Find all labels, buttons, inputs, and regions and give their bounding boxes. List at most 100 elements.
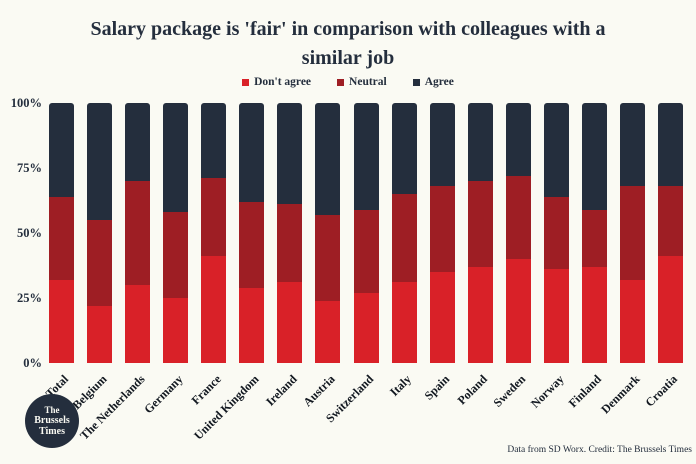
- y-axis: 100% 75% 50% 25% 0%: [0, 96, 42, 370]
- bar-segment-agree-croatia: [658, 103, 683, 187]
- neutral-swatch-icon: [337, 78, 345, 86]
- bar-segment-neutral-poland: [467, 181, 493, 267]
- bar-segment-neutral-italy: [391, 194, 417, 283]
- bar-segment-neutral-the-netherlands: [125, 181, 151, 285]
- bar-segment-agree-germany: [163, 103, 189, 213]
- legend-item-dont-agree: Don't agree: [242, 76, 311, 88]
- logo-text: Brussels: [34, 415, 70, 426]
- bar-segment-don-t-agree-united-kingdom: [239, 287, 265, 363]
- bar-segment-don-t-agree-norway: [543, 269, 569, 363]
- x-axis-label-germany: Germany: [141, 372, 186, 417]
- bar-sweden: Sweden: [490, 103, 531, 410]
- bar-segment-agree-austria: [315, 103, 341, 215]
- bar-segment-agree-poland: [467, 103, 493, 182]
- bar-segment-don-t-agree-belgium: [87, 305, 113, 363]
- bar-germany: Germany: [141, 103, 189, 416]
- bar-segment-neutral-united-kingdom: [239, 201, 265, 288]
- x-axis-label-france: France: [188, 372, 224, 408]
- bar-segment-neutral-france: [201, 178, 227, 257]
- plot-area: Total Belgium The Netherlands Germany France…: [43, 103, 683, 442]
- bar-segment-don-t-agree-spain: [429, 272, 455, 363]
- brussels-times-logo: The Brussels Times: [25, 394, 79, 448]
- y-tick-75: 75%: [17, 161, 42, 175]
- bar-segment-don-t-agree-total: [49, 279, 74, 363]
- bar-segment-neutral-ireland: [277, 204, 303, 283]
- x-axis-label-poland: Poland: [454, 372, 491, 408]
- bar-segment-don-t-agree-ireland: [277, 282, 303, 363]
- bar-segment-don-t-agree-finland: [581, 266, 607, 363]
- y-tick-100: 100%: [10, 96, 42, 110]
- legend-label: Neutral: [349, 76, 387, 88]
- bar-segment-don-t-agree-germany: [163, 298, 189, 363]
- bar-ireland: Ireland: [263, 103, 303, 409]
- y-tick-0: 0%: [23, 356, 42, 370]
- bar-segment-neutral-germany: [163, 212, 189, 298]
- bar-segment-agree-italy: [391, 103, 417, 195]
- bar-segment-neutral-sweden: [505, 175, 531, 259]
- bar-segment-neutral-croatia: [658, 186, 683, 257]
- bar-the-netherlands: The Netherlands: [77, 103, 151, 442]
- y-tick-50: 50%: [17, 226, 42, 240]
- bar-poland: Poland: [455, 103, 493, 407]
- bar-segment-neutral-finland: [581, 209, 607, 267]
- bar-croatia: Croatia: [643, 103, 683, 410]
- bar-segment-agree-switzerland: [353, 103, 379, 210]
- bar-segment-agree-denmark: [619, 103, 645, 187]
- bar-segment-neutral-switzerland: [353, 209, 379, 293]
- bar-france: France: [188, 103, 227, 407]
- x-axis-label-croatia: Croatia: [642, 372, 681, 410]
- bar-austria: Austria: [301, 103, 341, 409]
- bar-segment-don-t-agree-austria: [315, 300, 341, 363]
- legend: Don't agree Neutral Agree: [0, 76, 696, 88]
- bar-segment-don-t-agree-the-netherlands: [125, 285, 151, 363]
- bar-italy: Italy: [387, 103, 417, 399]
- bar-segment-don-t-agree-france: [201, 256, 227, 363]
- bar-segment-neutral-total: [49, 196, 74, 280]
- bar-segment-agree-france: [201, 103, 227, 179]
- bar-denmark: Denmark: [598, 103, 645, 416]
- chart-title-line1: Salary package is 'fair' in comparison w…: [90, 18, 606, 40]
- bar-segment-agree-spain: [429, 103, 455, 187]
- x-axis-label-italy: Italy: [387, 372, 414, 399]
- bar-norway: Norway: [528, 103, 569, 411]
- x-axis-label-norway: Norway: [527, 372, 567, 411]
- bar-segment-agree-finland: [581, 103, 607, 210]
- x-axis-label-denmark: Denmark: [598, 372, 643, 417]
- bar-segment-don-t-agree-poland: [467, 266, 493, 363]
- bar-segment-agree-the-netherlands: [125, 103, 151, 181]
- legend-item-neutral: Neutral: [337, 76, 387, 88]
- agree-swatch-icon: [412, 78, 420, 86]
- bar-segment-don-t-agree-sweden: [505, 259, 531, 363]
- chart-title: Salary package is 'fair' in comparison w…: [0, 15, 696, 73]
- bar-belgium: Belgium: [69, 103, 113, 412]
- x-axis-label-spain: Spain: [421, 372, 453, 403]
- legend-label: Agree: [424, 76, 454, 88]
- chart-title-line2: similar job: [301, 47, 395, 69]
- x-axis-label-sweden: Sweden: [490, 372, 529, 410]
- bar-segment-don-t-agree-italy: [391, 282, 417, 363]
- legend-item-agree: Agree: [412, 76, 454, 88]
- bar-total: Total: [43, 103, 74, 400]
- bar-segment-agree-belgium: [87, 103, 113, 221]
- bar-segment-neutral-denmark: [619, 186, 645, 280]
- bar-segment-don-t-agree-switzerland: [353, 292, 379, 363]
- bar-united-kingdom: United Kingdom: [191, 103, 265, 442]
- dont-agree-swatch-icon: [242, 78, 250, 86]
- bar-segment-agree-ireland: [277, 103, 303, 205]
- bar-finland: Finland: [566, 103, 607, 410]
- logo-text: Times: [39, 426, 65, 437]
- bar-segment-don-t-agree-croatia: [658, 256, 683, 363]
- x-axis-label-ireland: Ireland: [263, 372, 300, 409]
- credit-text: Data from SD Worx. Credit: The Brussels …: [507, 445, 692, 455]
- bar-segment-neutral-spain: [429, 186, 455, 272]
- bar-segment-neutral-belgium: [87, 220, 113, 306]
- bar-segment-agree-sweden: [505, 103, 531, 176]
- bar-segment-don-t-agree-denmark: [619, 279, 645, 363]
- bar-switzerland: Switzerland: [323, 103, 379, 425]
- legend-label: Don't agree: [254, 76, 312, 88]
- y-tick-25: 25%: [17, 291, 42, 305]
- bar-spain: Spain: [421, 103, 455, 403]
- bar-segment-agree-total: [49, 103, 74, 197]
- bar-segment-agree-norway: [543, 103, 569, 197]
